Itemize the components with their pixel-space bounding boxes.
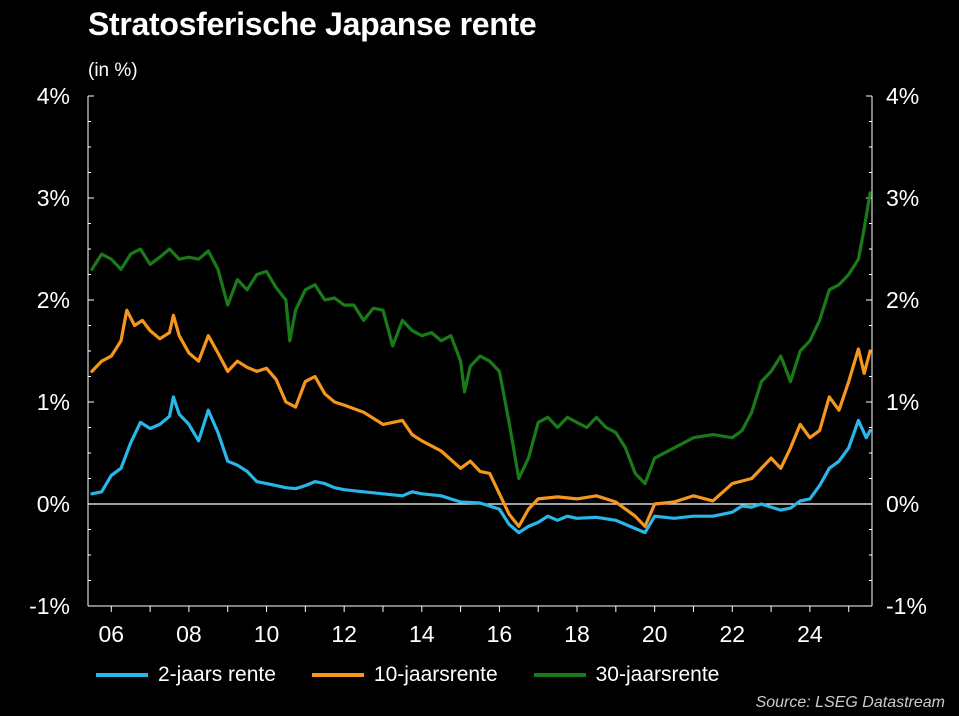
chart-axes xyxy=(87,95,873,612)
x-tick-label: 18 xyxy=(564,621,590,647)
chart-title: Stratosferische Japanse rente xyxy=(88,6,537,42)
series-line-0 xyxy=(90,395,872,535)
legend-swatch-30-jaars xyxy=(533,673,586,677)
y-tick-label-left: 3% xyxy=(37,185,70,211)
y-tick-label-left: -1% xyxy=(29,593,70,619)
y-tick-label-right: -1% xyxy=(886,593,927,619)
x-tick-label: 16 xyxy=(487,621,513,647)
series-line-1 xyxy=(90,308,872,528)
y-tick-label-left: 4% xyxy=(37,83,70,109)
tick-labels: -1% -1% 0% 0% 1% 1% 2% 2% 3% 3% 4% 4% 06 08 10 12 14 16 18… xyxy=(29,83,927,647)
chart-legend: 2-jaars rente 10-jaarsrente 30-jaarsrent… xyxy=(96,660,755,690)
x-tick-label: 24 xyxy=(797,621,823,647)
legend-swatch-10-jaars xyxy=(311,673,364,677)
chart-subtitle: (in %) xyxy=(88,60,138,81)
y-tick-label-right: 3% xyxy=(886,185,919,211)
legend-label-2-jaars: 2-jaars rente xyxy=(158,663,276,686)
source-note: Source: LSEG Datastream xyxy=(755,694,945,711)
legend-item-2-jaars: 2-jaars rente xyxy=(96,663,276,687)
x-tick-label: 22 xyxy=(719,621,745,647)
legend-swatch-2-jaars xyxy=(96,673,148,677)
x-tick-label: 10 xyxy=(254,621,280,647)
y-tick-label-left: 1% xyxy=(37,389,70,415)
x-tick-label: 08 xyxy=(176,621,202,647)
y-tick-label-left: 2% xyxy=(37,287,70,313)
x-tick-label: 06 xyxy=(98,621,124,647)
legend-label-10-jaars: 10-jaarsrente xyxy=(373,663,498,686)
legend-item-10-jaars: 10-jaarsrente xyxy=(311,663,498,687)
legend-label-30-jaars: 30-jaarsrente xyxy=(595,663,720,686)
chart-series xyxy=(90,191,872,535)
legend-item-30-jaars: 30-jaarsrente xyxy=(533,663,720,687)
series-line-2 xyxy=(90,191,872,486)
y-tick-label-right: 1% xyxy=(886,389,919,415)
y-tick-label-right: 0% xyxy=(886,491,919,517)
y-tick-label-right: 4% xyxy=(886,83,919,109)
y-tick-label-right: 2% xyxy=(886,287,919,313)
y-tick-label-left: 0% xyxy=(37,491,70,517)
x-tick-label: 12 xyxy=(331,621,357,647)
x-tick-label: 20 xyxy=(642,621,668,647)
x-tick-label: 14 xyxy=(409,621,435,647)
